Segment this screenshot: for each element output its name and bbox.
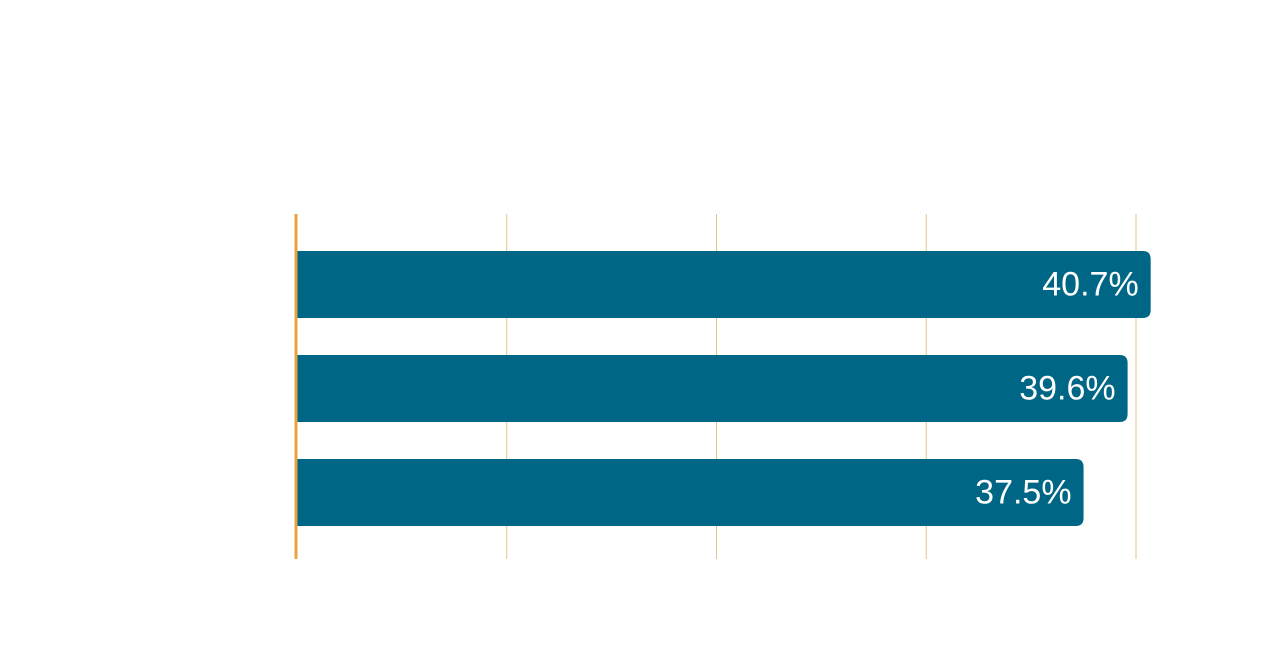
bar-value-label-1: 40.7% xyxy=(1042,266,1138,304)
bars: 40.7% 39.6% 37.5% xyxy=(297,251,1151,526)
bar-3 xyxy=(297,459,1084,526)
bar-2 xyxy=(297,355,1128,422)
bar-value-label-2: 39.6% xyxy=(1019,370,1115,408)
bar-value-label-3: 37.5% xyxy=(975,474,1071,512)
bar-1 xyxy=(297,251,1151,318)
